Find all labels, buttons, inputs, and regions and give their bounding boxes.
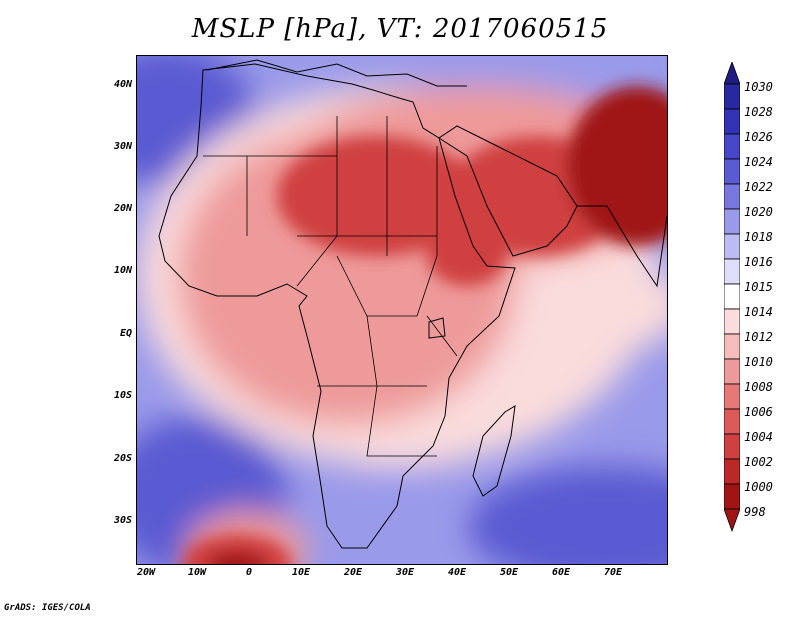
colorbar-label-1004: 1004 bbox=[744, 430, 773, 444]
mediterranean-north-coast bbox=[206, 59, 467, 87]
colorbar-label-1008: 1008 bbox=[744, 380, 773, 394]
colorbar-label-1024: 1024 bbox=[744, 155, 773, 169]
lon-label-20w: 20W bbox=[136, 567, 156, 578]
colorbar-label-1022: 1022 bbox=[744, 180, 773, 194]
colorbar-swatch bbox=[724, 408, 740, 435]
sudan-low bbox=[427, 226, 507, 286]
colorbar-label-1028: 1028 bbox=[744, 105, 773, 119]
colorbar-swatch bbox=[724, 83, 740, 110]
lon-label-70e: 70E bbox=[603, 567, 623, 578]
lat-label-20n: 20N bbox=[113, 203, 132, 214]
colorbar-swatch bbox=[724, 233, 740, 260]
lat-label-20s: 20S bbox=[113, 453, 132, 464]
colorbar-label-1002: 1002 bbox=[744, 455, 773, 469]
colorbar-swatch bbox=[724, 283, 740, 310]
colorbar-swatch bbox=[724, 358, 740, 385]
colorbar-label-998: 998 bbox=[744, 505, 766, 519]
colorbar-label-1014: 1014 bbox=[744, 305, 773, 319]
colorbar-swatch bbox=[724, 483, 740, 510]
colorbar-swatch bbox=[724, 333, 740, 360]
colorbar-swatch bbox=[724, 258, 740, 285]
lon-label-10w: 10W bbox=[187, 567, 207, 578]
lon-label-50e: 50E bbox=[499, 567, 519, 578]
southern-africa-high bbox=[357, 441, 457, 551]
atlantic-low bbox=[182, 534, 292, 564]
colorbar-label-1016: 1016 bbox=[744, 255, 773, 269]
colorbar-label-1015: 1015 bbox=[744, 280, 773, 294]
colorbar-swatch bbox=[724, 433, 740, 460]
lon-label-30e: 30E bbox=[395, 567, 415, 578]
colorbar-label-1006: 1006 bbox=[744, 405, 773, 419]
colorbar-swatch bbox=[724, 458, 740, 485]
colorbar-swatch bbox=[724, 158, 740, 185]
lon-label-10e: 10E bbox=[291, 567, 311, 578]
lat-label-eq: EQ bbox=[119, 328, 132, 339]
colorbar-label-1018: 1018 bbox=[744, 230, 773, 244]
sahara-heat-low bbox=[277, 136, 477, 256]
colorbar-bottom-arrow bbox=[724, 508, 740, 533]
colorbar-swatch bbox=[724, 183, 740, 210]
atlantic-low-core bbox=[207, 551, 267, 564]
madagascar-coastline bbox=[472, 405, 516, 497]
colorbar-label-1020: 1020 bbox=[744, 205, 773, 219]
south-asia-coastline bbox=[577, 205, 667, 288]
lat-label-40n: 40N bbox=[113, 79, 132, 90]
lon-label-20e: 20E bbox=[343, 567, 363, 578]
lon-label-60e: 60E bbox=[551, 567, 571, 578]
colorbar-label-1010: 1010 bbox=[744, 355, 773, 369]
lat-label-10n: 10N bbox=[113, 265, 132, 276]
africa-coastline bbox=[158, 63, 516, 549]
grads-credit: GrADS: IGES/COLA bbox=[4, 603, 91, 613]
colorbar bbox=[724, 62, 740, 533]
lat-label-10s: 10S bbox=[113, 390, 132, 401]
colorbar-label-1000: 1000 bbox=[744, 480, 773, 494]
colorbar-swatch bbox=[724, 108, 740, 135]
lake-victoria bbox=[428, 317, 446, 339]
lon-label-0: 0 bbox=[245, 567, 253, 578]
colorbar-label-1012: 1012 bbox=[744, 330, 773, 344]
colorbar-label-1026: 1026 bbox=[744, 130, 773, 144]
colorbar-swatch bbox=[724, 133, 740, 160]
country-borders bbox=[203, 116, 458, 457]
colorbar-top-arrow bbox=[724, 62, 740, 85]
lon-label-40e: 40E bbox=[447, 567, 467, 578]
colorbar-swatch bbox=[724, 308, 740, 335]
colorbar-swatch bbox=[724, 208, 740, 235]
colorbar-label-1030: 1030 bbox=[744, 80, 773, 94]
map-panel bbox=[136, 55, 668, 565]
lat-label-30n: 30N bbox=[113, 141, 132, 152]
plot-title: MSLP [hPa], VT: 2017060515 bbox=[191, 14, 609, 44]
coastlines bbox=[158, 59, 667, 549]
colorbar-swatch bbox=[724, 383, 740, 410]
south-indian-high bbox=[467, 466, 667, 564]
pressure-field bbox=[137, 56, 667, 564]
lat-label-30s: 30S bbox=[113, 515, 132, 526]
